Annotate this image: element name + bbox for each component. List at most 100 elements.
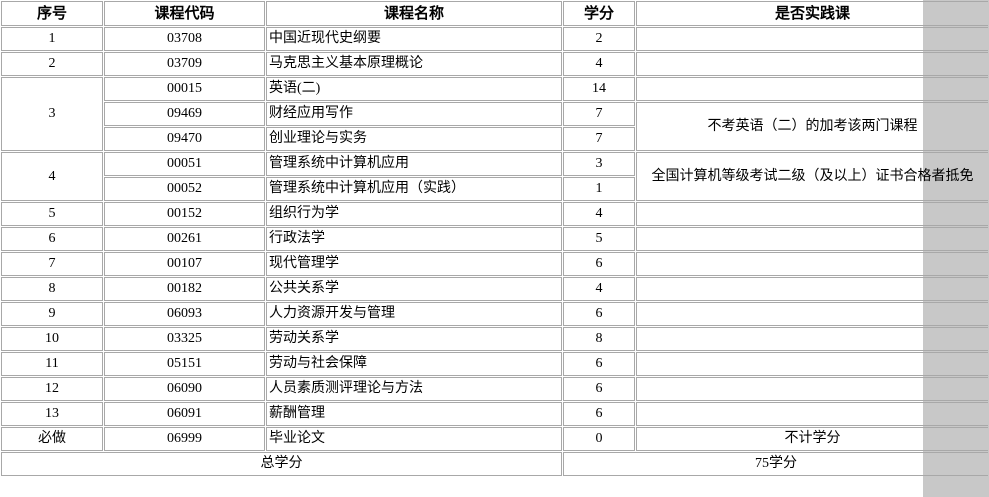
cell-name: 毕业论文 [266, 427, 562, 451]
cell-code: 00182 [104, 277, 265, 301]
cell-practice [636, 52, 988, 76]
cell-name: 马克思主义基本原理概论 [266, 52, 562, 76]
cell-credit: 14 [563, 77, 635, 101]
cell-name: 劳动与社会保障 [266, 352, 562, 376]
course-table: 序号 课程代码 课程名称 学分 是否实践课 1 03708 中国近现代史纲要 2… [1, 1, 988, 476]
table-row: 2 03709 马克思主义基本原理概论 4 [1, 52, 988, 76]
cell-practice [636, 227, 988, 251]
cell-practice [636, 202, 988, 226]
cell-credit: 4 [563, 277, 635, 301]
cell-name: 中国近现代史纲要 [266, 27, 562, 51]
cell-credit: 6 [563, 302, 635, 326]
note-thesis: 不计学分 [636, 427, 988, 451]
table-row: 必做 06999 毕业论文 0 不计学分 [1, 427, 988, 451]
cell-name: 公共关系学 [266, 277, 562, 301]
table-row: 10 03325 劳动关系学 8 [1, 327, 988, 351]
header-practice: 是否实践课 [636, 1, 988, 26]
cell-name: 管理系统中计算机应用（实践） [266, 177, 562, 201]
table-row: 6 00261 行政法学 5 [1, 227, 988, 251]
cell-no: 3 [1, 77, 103, 151]
table-row: 7 00107 现代管理学 6 [1, 252, 988, 276]
cell-no: 必做 [1, 427, 103, 451]
table-row: 11 05151 劳动与社会保障 6 [1, 352, 988, 376]
header-code: 课程代码 [104, 1, 265, 26]
cell-name: 人力资源开发与管理 [266, 302, 562, 326]
cell-name: 行政法学 [266, 227, 562, 251]
cell-practice [636, 277, 988, 301]
table-row: 00052 管理系统中计算机应用（实践） 1 [1, 177, 988, 201]
cell-practice [636, 27, 988, 51]
cell-no: 11 [1, 352, 103, 376]
table-row: 13 06091 薪酬管理 6 [1, 402, 988, 426]
cell-credit: 6 [563, 352, 635, 376]
cell-credit: 3 [563, 152, 635, 176]
cell-credit: 4 [563, 52, 635, 76]
cell-name: 财经应用写作 [266, 102, 562, 126]
cell-credit: 7 [563, 127, 635, 151]
cell-code: 00051 [104, 152, 265, 176]
cell-practice [636, 327, 988, 351]
cell-no: 1 [1, 27, 103, 51]
table-row: 5 00152 组织行为学 4 [1, 202, 988, 226]
cell-name: 组织行为学 [266, 202, 562, 226]
cell-code: 06091 [104, 402, 265, 426]
cell-practice [636, 402, 988, 426]
table-row: 1 03708 中国近现代史纲要 2 [1, 27, 988, 51]
cell-code: 06093 [104, 302, 265, 326]
cell-name: 创业理论与实务 [266, 127, 562, 151]
table-row: 8 00182 公共关系学 4 [1, 277, 988, 301]
cell-no: 5 [1, 202, 103, 226]
cell-code: 03325 [104, 327, 265, 351]
cell-code: 00107 [104, 252, 265, 276]
total-value: 75学分 [563, 452, 988, 476]
cell-credit: 8 [563, 327, 635, 351]
cell-practice [636, 252, 988, 276]
cell-practice [636, 377, 988, 401]
table-row: 12 06090 人员素质测评理论与方法 6 [1, 377, 988, 401]
note-computer-exempt: 全国计算机等级考试二级（及以上）证书合格者抵免 [636, 152, 988, 201]
cell-no: 10 [1, 327, 103, 351]
cell-code: 00152 [104, 202, 265, 226]
cell-no: 13 [1, 402, 103, 426]
cell-no: 6 [1, 227, 103, 251]
header-credit: 学分 [563, 1, 635, 26]
total-row: 总学分 75学分 [1, 452, 988, 476]
cell-no: 8 [1, 277, 103, 301]
cell-code: 05151 [104, 352, 265, 376]
table-row: 3 00015 英语(二) 14 [1, 77, 988, 151]
cell-credit: 5 [563, 227, 635, 251]
table-row: 9 06093 人力资源开发与管理 6 [1, 302, 988, 326]
cell-no: 12 [1, 377, 103, 401]
cell-practice [636, 302, 988, 326]
cell-credit: 6 [563, 252, 635, 276]
table-row: 09470 创业理论与实务 7 [1, 127, 988, 151]
cell-practice [636, 352, 988, 376]
cell-credit: 1 [563, 177, 635, 201]
header-no: 序号 [1, 1, 103, 26]
cell-credit: 0 [563, 427, 635, 451]
table-row: 4 00051 管理系统中计算机应用 3 全国计算机等级考试二级（及以上）证书合… [1, 152, 988, 201]
cell-no: 9 [1, 302, 103, 326]
cell-code: 00261 [104, 227, 265, 251]
cell-name: 现代管理学 [266, 252, 562, 276]
cell-code: 06999 [104, 427, 265, 451]
cell-name: 薪酬管理 [266, 402, 562, 426]
cell-code: 09470 [104, 127, 265, 151]
cell-credit: 4 [563, 202, 635, 226]
cell-code: 03709 [104, 52, 265, 76]
note-english-alt: 不考英语（二）的加考该两门课程 [636, 102, 988, 151]
cell-name: 英语(二) [266, 77, 562, 101]
cell-code: 00015 [104, 77, 265, 101]
header-name: 课程名称 [266, 1, 562, 26]
table-row: 09469 财经应用写作 7 不考英语（二）的加考该两门课程 [1, 102, 988, 151]
total-label: 总学分 [1, 452, 562, 476]
cell-no: 2 [1, 52, 103, 76]
cell-code: 00052 [104, 177, 265, 201]
cell-name: 人员素质测评理论与方法 [266, 377, 562, 401]
cell-practice [636, 77, 988, 101]
cell-no: 4 [1, 152, 103, 201]
cell-credit: 7 [563, 102, 635, 126]
cell-credit: 6 [563, 377, 635, 401]
cell-credit: 6 [563, 402, 635, 426]
cell-code: 06090 [104, 377, 265, 401]
